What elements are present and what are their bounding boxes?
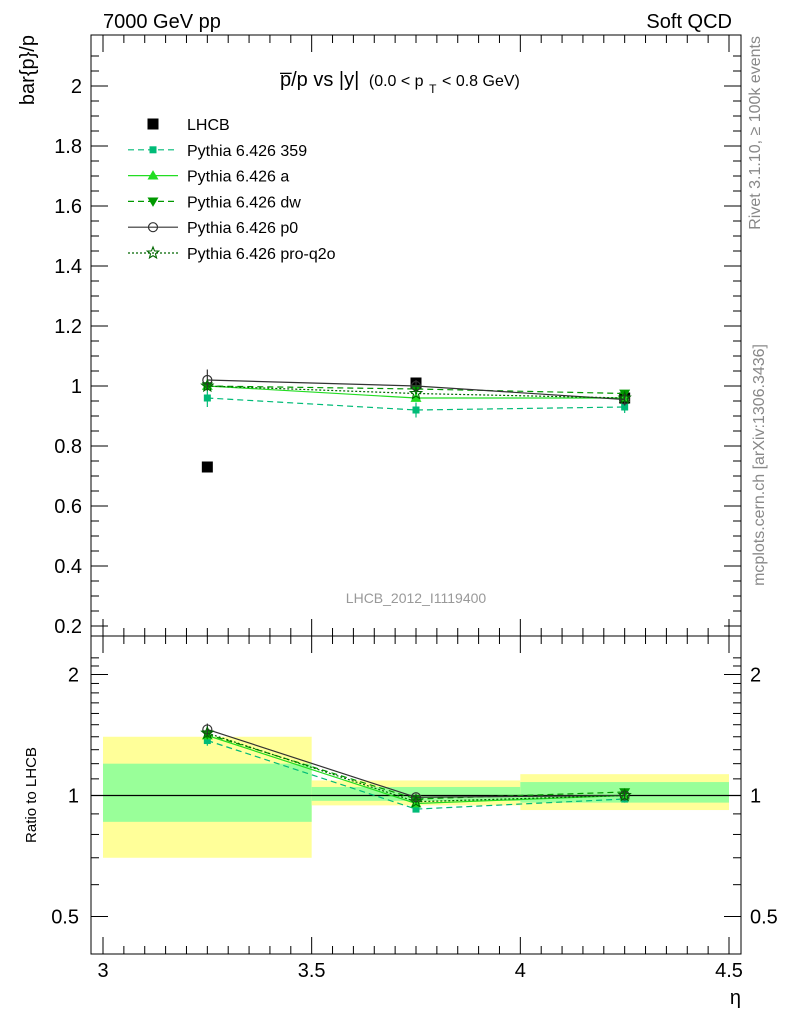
x-axis: 3 3.5 4 4.5	[97, 636, 743, 982]
legend-label-p359: Pythia 6.426 359	[187, 143, 307, 160]
ratio-data-layer	[200, 723, 632, 813]
data-point-pp0	[202, 374, 213, 386]
ratio-point-pp0	[202, 724, 213, 735]
legend-marker-lhcb	[147, 118, 159, 130]
ratio-point-pq2o	[408, 794, 424, 808]
ratio-y-tick-label-right: 1	[750, 786, 761, 808]
plot-title-cut-suffix: < 0.8 GeV)	[442, 73, 520, 90]
data-point-p359	[412, 406, 420, 414]
y-tick-label: 0.8	[54, 436, 82, 458]
y-tick-label: 1.8	[54, 136, 82, 158]
ratio-point-pq2o	[200, 725, 215, 740]
ratio-line-p359	[207, 739, 625, 810]
data-point-pp0	[619, 394, 630, 405]
ratio-y-tick-label: 1	[68, 786, 79, 808]
y-tick-label: 1.2	[54, 316, 82, 338]
y-tick-label: 1.6	[54, 196, 82, 218]
rivet-label: Rivet 3.1.10, ≥ 100k events	[747, 36, 764, 230]
data-point-pa	[410, 392, 422, 402]
analysis-watermark: LHCB_2012_I1119400	[346, 590, 487, 606]
legend-marker-pq2o	[145, 245, 161, 260]
legend-marker-pdw	[147, 197, 159, 207]
y-tick-label: 0.6	[54, 496, 82, 518]
plot-title-cut-prefix: (0.0 < p	[369, 73, 424, 90]
header-left: 7000 GeV pp	[103, 11, 221, 33]
x-tick-label: 4	[515, 960, 526, 982]
legend-label-pp0: Pythia 6.426 p0	[187, 220, 298, 237]
ratio-y-tick-label: 2	[68, 665, 79, 687]
legend-label-pa: Pythia 6.426 a	[187, 169, 289, 186]
ratio-line-pq2o	[207, 732, 625, 803]
legend-marker-pp0	[147, 222, 159, 233]
data-point-pq2o	[200, 378, 215, 393]
main-y-axis: 0.2 0.4 0.6 0.8 1 1.2 1.4 1.6 1.8 2	[54, 55, 741, 638]
y-tick-label: 0.4	[54, 556, 82, 578]
data-point-pq2o	[617, 390, 632, 405]
ratio-point-pp0	[410, 792, 422, 803]
x-tick-label: 3.5	[298, 960, 326, 982]
ratio-point-pq2o	[617, 787, 632, 802]
ratio-y-tick-label-right: 2	[750, 665, 761, 687]
legend-marker-pa	[147, 170, 159, 180]
legend-label-lhcb: LHCB	[187, 117, 230, 134]
series-line-pq2o	[207, 385, 625, 399]
plot-title-main: p̅/p vs |y|	[280, 69, 359, 91]
ratio-point-p359	[412, 805, 420, 813]
legend-label-pq2o: Pythia 6.426 pro-q2o	[187, 246, 336, 263]
band-green	[103, 763, 312, 822]
main-data-layer	[200, 369, 632, 473]
header-right: Soft QCD	[646, 11, 732, 33]
data-point-lhcb	[201, 461, 213, 473]
y-axis-label: bar{p}/p	[17, 35, 39, 105]
x-tick-label: 4.5	[715, 960, 743, 982]
y-tick-label: 0.2	[54, 616, 82, 638]
ratio-point-p359	[203, 737, 211, 745]
data-point-pp0	[410, 380, 422, 392]
legend-marker-p359	[149, 146, 157, 154]
plot-title: p̅/p vs |y| (0.0 < p T < 0.8 GeV)	[280, 69, 520, 98]
mcplots-label: mcplots.cern.ch [arXiv:1306.3436]	[751, 344, 768, 586]
y-tick-label: 1.4	[54, 256, 82, 278]
legend-label-pdw: Pythia 6.426 dw	[187, 194, 301, 211]
data-point-pq2o	[408, 385, 424, 400]
data-point-p359	[203, 394, 211, 402]
x-axis-label: η	[730, 987, 741, 1009]
ratio-y-tick-label: 0.5	[51, 907, 79, 929]
y-tick-label: 2	[71, 76, 82, 98]
ratio-y-label: Ratio to LHCB	[23, 747, 40, 843]
legend: LHCB Pythia 6.426 359 Pythia 6.426 a Pythia…	[128, 117, 336, 263]
data-point-p359	[621, 403, 629, 411]
plot-title-cut-sub: T	[429, 82, 437, 96]
ratio-y-tick-label-right: 0.5	[750, 907, 778, 929]
main-x-ticks	[102, 35, 730, 636]
y-tick-label: 1	[71, 376, 82, 398]
x-tick-label: 3	[97, 960, 108, 982]
ratio-y-axis: 0.5 0.5 1 1 2 2	[51, 657, 778, 929]
